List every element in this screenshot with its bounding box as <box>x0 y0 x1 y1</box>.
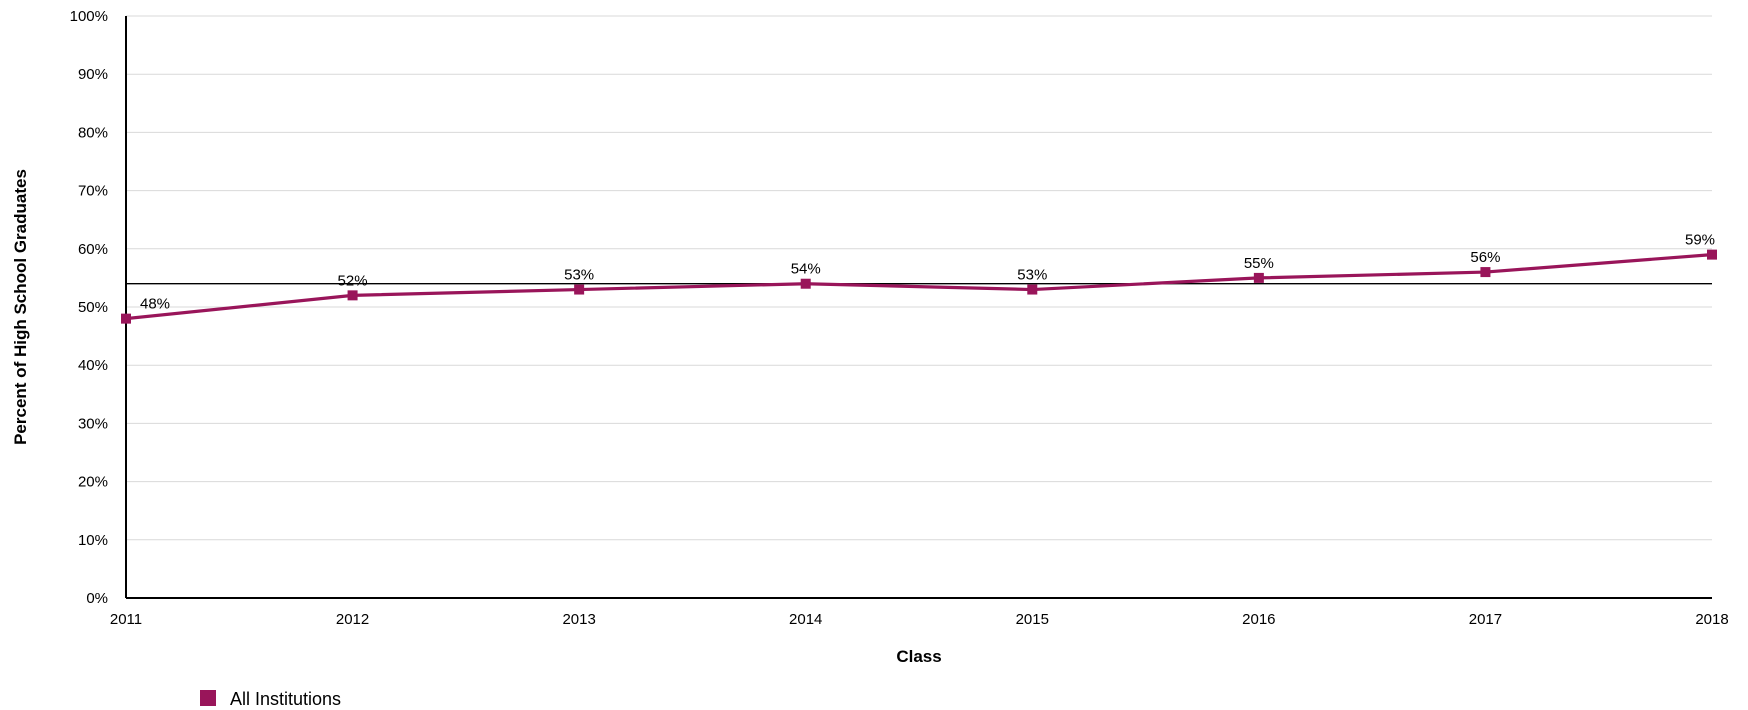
x-tick-label: 2013 <box>562 611 595 628</box>
x-tick-label: 2016 <box>1242 611 1275 628</box>
y-tick-label: 50% <box>78 299 108 316</box>
data-label: 55% <box>1244 255 1274 272</box>
y-axis-title: Percent of High School Graduates <box>11 169 30 445</box>
x-tick-label: 2018 <box>1695 611 1728 628</box>
y-tick-label: 30% <box>78 415 108 432</box>
x-tick-label: 2015 <box>1016 611 1049 628</box>
data-label: 52% <box>338 272 368 289</box>
y-tick-label: 90% <box>78 66 108 83</box>
y-tick-labels: 0% 10% 20% 30% 40% 50% 60% 70% 80% 90% 100% <box>70 8 108 607</box>
data-point <box>574 284 585 295</box>
data-point <box>1480 267 1491 278</box>
y-tick-label: 60% <box>78 241 108 258</box>
y-tick-label: 100% <box>70 8 108 25</box>
data-label: 59% <box>1685 232 1715 249</box>
x-tick-label: 2011 <box>110 611 142 628</box>
y-tick-label: 10% <box>78 532 108 549</box>
data-label: 53% <box>564 267 594 284</box>
legend-label: All Institutions <box>230 689 341 709</box>
y-tick-label: 80% <box>78 124 108 141</box>
gridlines <box>126 15 1712 541</box>
x-tick-label: 2012 <box>336 611 369 628</box>
y-tick-label: 40% <box>78 357 108 374</box>
legend: All Institutions <box>200 689 341 709</box>
data-label: 54% <box>791 261 821 278</box>
data-point <box>347 290 358 301</box>
x-tick-label: 2014 <box>789 611 822 628</box>
data-label: 48% <box>140 296 170 313</box>
x-tick-labels: 2011 2012 2013 2014 2015 2016 2017 2018 <box>110 611 1729 628</box>
y-tick-label: 20% <box>78 474 108 491</box>
data-point <box>1027 284 1038 295</box>
data-point <box>121 313 131 324</box>
series-line <box>124 253 1714 321</box>
y-tick-label: 70% <box>78 183 108 200</box>
data-point <box>1253 272 1264 283</box>
data-label: 53% <box>1017 267 1047 284</box>
x-axis-title: Class <box>896 647 941 666</box>
data-labels: 48% 52% 53% 54% 53% 55% 56% 59% <box>140 232 1715 313</box>
y-tick-label: 0% <box>86 590 108 607</box>
axes <box>125 16 1712 599</box>
data-point <box>1707 249 1717 260</box>
series-layer <box>121 249 1717 324</box>
data-point <box>800 278 811 289</box>
data-label: 56% <box>1470 249 1500 266</box>
x-tick-label: 2017 <box>1469 611 1502 628</box>
legend-swatch <box>200 690 216 706</box>
